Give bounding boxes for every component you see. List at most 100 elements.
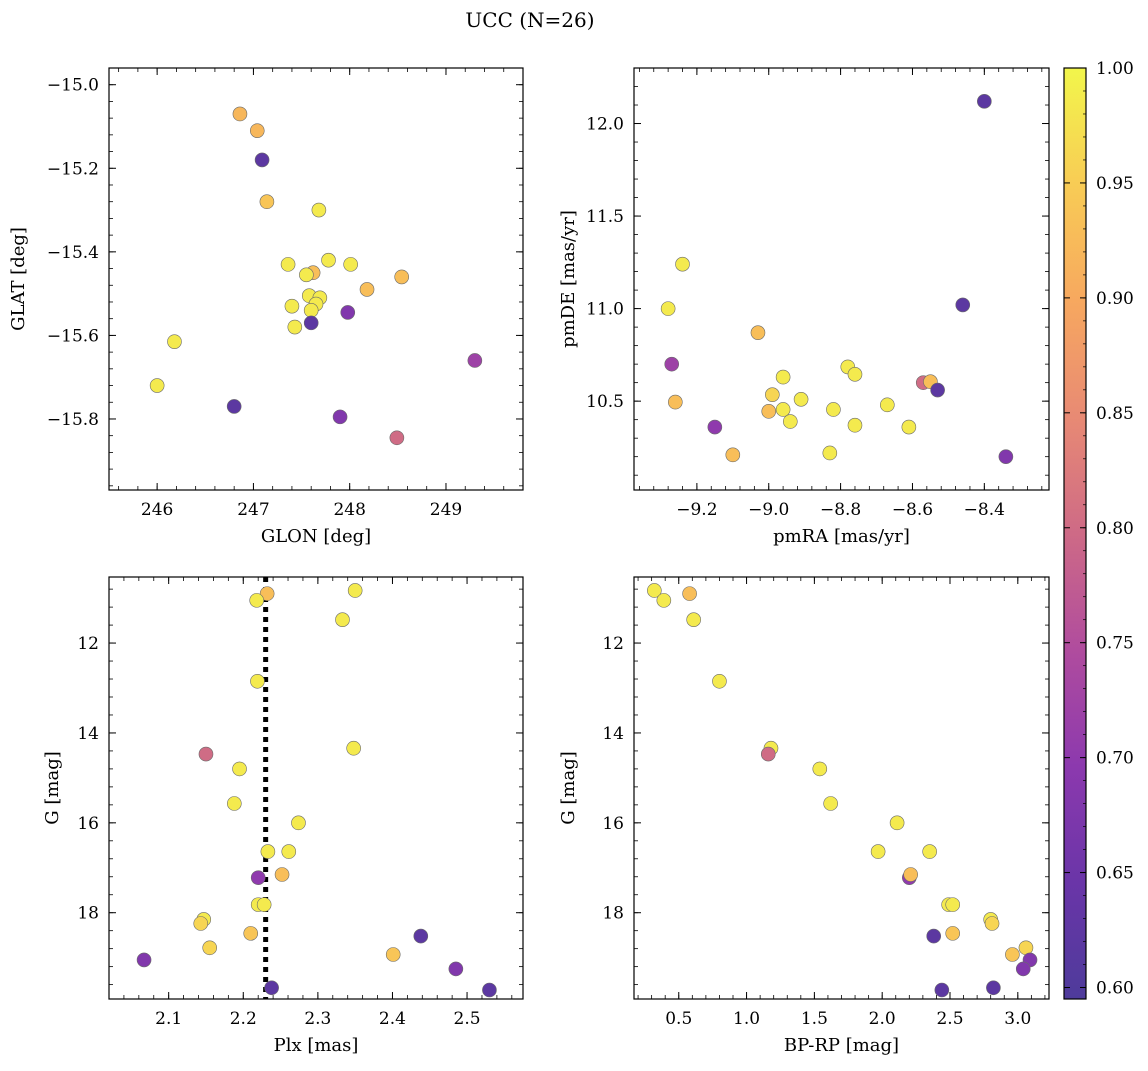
cmd-xtick-label: 2.0	[869, 1009, 896, 1029]
cmd-ytick-label: 14	[602, 724, 624, 744]
pm-point	[847, 367, 863, 382]
pm-point	[880, 397, 895, 413]
cmd-point	[945, 897, 961, 912]
plx-point	[202, 940, 218, 956]
sky-point	[303, 303, 319, 318]
cmd-point	[1005, 947, 1020, 962]
colorbar-tick-label: 0.85	[1096, 404, 1134, 424]
sky-point	[259, 194, 275, 210]
pm-xtick-label: −8.8	[820, 500, 861, 520]
sky-point	[284, 298, 300, 314]
pm-xtick-label: −8.4	[964, 500, 1005, 520]
plx-xtick-label: 2.5	[454, 1009, 481, 1029]
plx-point	[136, 952, 152, 968]
cmd-point	[812, 761, 828, 777]
plx-xtick-label: 2.1	[155, 1009, 182, 1029]
pm-point	[775, 369, 791, 385]
pm-point	[761, 404, 777, 419]
plx-point	[274, 867, 290, 882]
plx-point	[193, 916, 209, 931]
pm-point	[822, 445, 838, 461]
pm-point	[826, 402, 841, 417]
cmd-point	[686, 612, 701, 627]
cmd-point	[889, 815, 905, 831]
plx-point	[227, 796, 242, 811]
cmd-point	[712, 673, 727, 689]
pm-point	[664, 356, 680, 372]
colorbar-tick-label: 0.80	[1096, 519, 1134, 539]
pm-point	[750, 325, 766, 340]
pm-point	[782, 414, 798, 429]
pm-point	[901, 419, 917, 435]
sky-xtick-label: 246	[141, 500, 173, 520]
pm-point	[955, 297, 971, 313]
plx-ytick-label: 12	[77, 634, 99, 654]
sky-point	[149, 378, 165, 393]
sky-point	[394, 269, 409, 285]
colorbar: 0.60 0.65 0.70 0.75 0.80 0.85 0.90 0.95 1.00	[1063, 59, 1134, 1000]
cmd-point	[922, 844, 937, 859]
cmd-point	[656, 593, 672, 608]
cmd-xlabel: BP-RP [mag]	[784, 1035, 899, 1056]
colorbar-gradient	[1063, 67, 1087, 1000]
pm-point	[707, 419, 723, 435]
sky-point	[249, 123, 265, 138]
sky-xtick-label: 248	[333, 500, 365, 520]
sky-ylabel: GLAT [deg]	[8, 227, 29, 331]
cmd-xtick-label: 0.5	[665, 1009, 692, 1029]
sky-point	[389, 430, 405, 446]
cmd-point	[823, 796, 838, 811]
pm-xtick-label: −8.6	[892, 500, 933, 520]
sky-point	[340, 305, 356, 320]
plx-point	[448, 961, 464, 977]
pm-ytick-label: 10.5	[586, 392, 624, 412]
pm-point	[847, 417, 863, 433]
plx-point	[291, 815, 306, 831]
pm-frame	[633, 67, 1050, 491]
pm-ytick-label: 11.0	[586, 300, 624, 320]
plx-point	[250, 870, 266, 885]
sky-xlabel: GLON [deg]	[261, 526, 371, 547]
colorbar-tick-label: 1.00	[1096, 59, 1134, 79]
cmd-point	[760, 746, 776, 762]
pm-xtick-label: −9.2	[676, 500, 717, 520]
plx-point	[243, 926, 259, 941]
plx-point	[335, 612, 350, 627]
colorbar-tick-label: 0.90	[1096, 289, 1134, 309]
sky-point	[321, 252, 336, 268]
plx-point	[413, 928, 429, 944]
plx-frame	[108, 576, 524, 1000]
colorbar-tick-label: 0.65	[1096, 864, 1134, 884]
cmd-point	[682, 586, 697, 601]
plx-point	[256, 897, 272, 912]
pm-xtick-label: −9.0	[748, 500, 789, 520]
cmd-point	[1015, 961, 1031, 977]
pm-point	[775, 402, 791, 417]
pm-point	[977, 94, 992, 109]
plx-point	[482, 982, 497, 998]
pm-point	[765, 387, 780, 402]
cmd-ytick-label: 18	[602, 904, 624, 924]
plx-point	[250, 673, 265, 689]
plx-xtick-label: 2.2	[230, 1009, 257, 1029]
sky-xtick-label: 249	[430, 500, 462, 520]
sky-ytick-label: −15.0	[47, 76, 99, 96]
cmd-ylabel: G [mag]	[558, 751, 579, 824]
sky-ytick-label: −15.2	[47, 159, 99, 179]
pm-ytick-label: 11.5	[586, 207, 624, 227]
cmd-point	[986, 980, 1001, 996]
sky-point	[232, 106, 248, 122]
cmd-ytick-label: 16	[602, 814, 624, 834]
plx-point	[385, 947, 401, 962]
plx-point	[259, 586, 275, 601]
pm-point	[725, 447, 741, 463]
pm-point	[660, 301, 676, 316]
cmd-point	[984, 916, 1000, 931]
cmd-point	[647, 583, 662, 598]
plx-point	[198, 746, 214, 762]
cmd-point	[903, 867, 918, 882]
sky-point	[467, 353, 483, 368]
sky-point	[226, 399, 242, 414]
sky-ytick-label: −15.8	[47, 410, 99, 430]
